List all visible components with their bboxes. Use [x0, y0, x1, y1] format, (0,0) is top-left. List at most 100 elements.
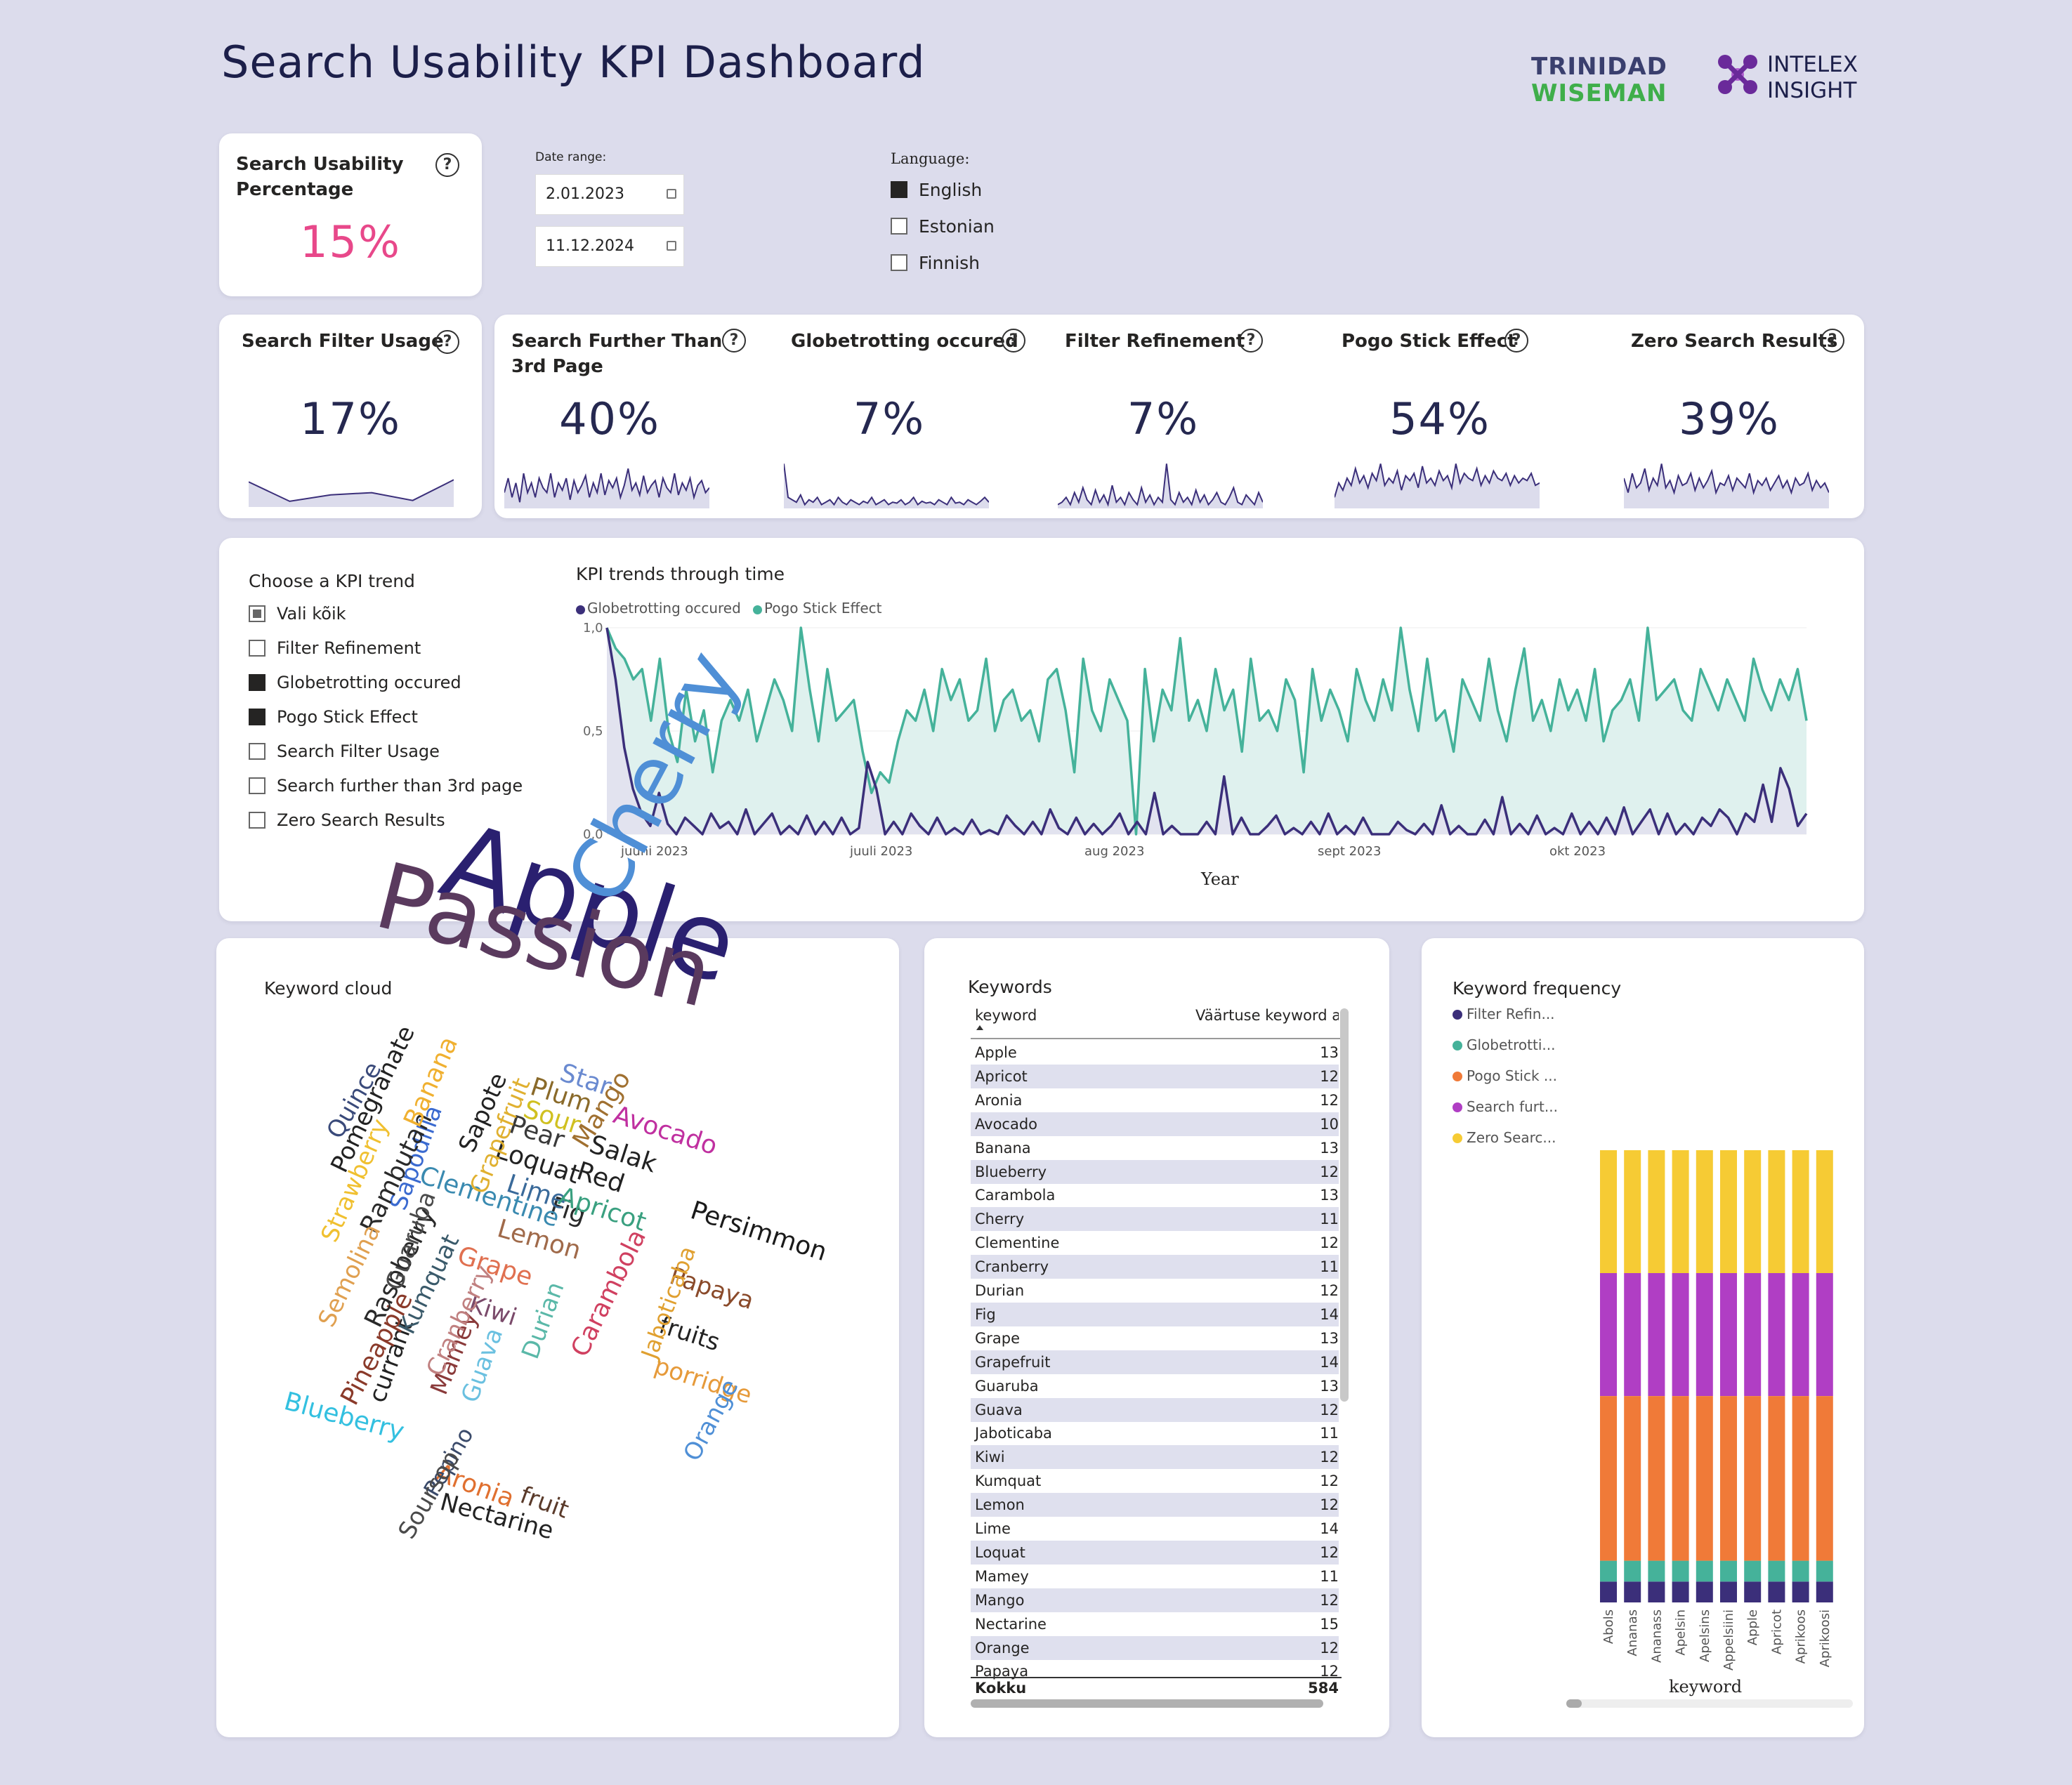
cloud-word[interactable]: porridge: [650, 1352, 756, 1410]
bar-segment[interactable]: [1744, 1560, 1762, 1582]
bar-segment[interactable]: [1768, 1560, 1785, 1582]
table-row[interactable]: Avocado 10: [971, 1112, 1339, 1136]
bar-segment[interactable]: [1648, 1150, 1665, 1273]
bar-segment[interactable]: [1648, 1560, 1665, 1582]
kpi-checkbox-0[interactable]: [249, 605, 265, 622]
bar-segment[interactable]: [1816, 1150, 1833, 1273]
bar-segment[interactable]: [1624, 1581, 1641, 1602]
table-row[interactable]: Blueberry 12: [971, 1159, 1339, 1184]
freq-scroll-track[interactable]: [1566, 1699, 1853, 1708]
language-checkbox-estonian[interactable]: [891, 218, 907, 235]
bar-segment[interactable]: [1816, 1396, 1833, 1561]
bar-segment[interactable]: [1672, 1396, 1689, 1561]
bar-segment[interactable]: [1816, 1273, 1833, 1396]
bar-segment[interactable]: [1600, 1560, 1617, 1582]
table-row[interactable]: Loquat 12: [971, 1540, 1339, 1565]
help-icon[interactable]: ?: [1002, 329, 1025, 353]
language-checkbox-english[interactable]: [891, 181, 907, 198]
help-icon[interactable]: ?: [722, 329, 746, 353]
bar-segment[interactable]: [1624, 1273, 1641, 1396]
table-row[interactable]: Lime 14: [971, 1517, 1339, 1541]
help-icon[interactable]: ?: [1504, 329, 1528, 353]
bar-segment[interactable]: [1696, 1581, 1713, 1602]
bar-segment[interactable]: [1600, 1396, 1617, 1561]
table-row[interactable]: Kiwi 12: [971, 1445, 1339, 1470]
bar-segment[interactable]: [1720, 1581, 1737, 1602]
bar-segment[interactable]: [1744, 1396, 1762, 1561]
bar-segment[interactable]: [1696, 1396, 1713, 1561]
table-row[interactable]: Guaruba 13: [971, 1374, 1339, 1398]
bar-segment[interactable]: [1672, 1581, 1689, 1602]
kpi-checkbox-3[interactable]: [249, 709, 265, 725]
bar-segment[interactable]: [1600, 1581, 1617, 1602]
table-row[interactable]: Nectarine 15: [971, 1612, 1339, 1636]
bar-segment[interactable]: [1720, 1396, 1737, 1561]
help-icon[interactable]: ?: [435, 330, 459, 354]
kpi-checkbox-1[interactable]: [249, 640, 265, 657]
bar-segment[interactable]: [1672, 1273, 1689, 1396]
bar-segment[interactable]: [1624, 1150, 1641, 1273]
table-row[interactable]: Grape 13: [971, 1326, 1339, 1350]
bar-segment[interactable]: [1600, 1150, 1617, 1273]
table-row[interactable]: Cherry 11: [971, 1207, 1339, 1232]
bar-segment[interactable]: [1720, 1273, 1737, 1396]
table-row[interactable]: Fig 14: [971, 1302, 1339, 1326]
freq-scroll-thumb[interactable]: [1566, 1699, 1582, 1708]
bar-segment[interactable]: [1624, 1396, 1641, 1561]
bar-segment[interactable]: [1672, 1150, 1689, 1273]
table-row[interactable]: Orange 12: [971, 1635, 1339, 1660]
bar-segment[interactable]: [1744, 1150, 1762, 1273]
table-row[interactable]: Clementine 12: [971, 1231, 1339, 1255]
col-value-header[interactable]: Väärtuse keyword ar: [1195, 1007, 1339, 1024]
bar-segment[interactable]: [1816, 1560, 1833, 1582]
help-icon[interactable]: ?: [1239, 329, 1263, 353]
bar-segment[interactable]: [1720, 1150, 1737, 1273]
bar-segment[interactable]: [1768, 1273, 1785, 1396]
bar-segment[interactable]: [1696, 1273, 1713, 1396]
table-row[interactable]: Aronia 12: [971, 1088, 1339, 1112]
calendar-icon[interactable]: [667, 241, 676, 251]
bar-segment[interactable]: [1672, 1560, 1689, 1582]
bar-segment[interactable]: [1792, 1150, 1809, 1273]
bar-segment[interactable]: [1624, 1560, 1641, 1582]
bar-segment[interactable]: [1600, 1273, 1617, 1396]
table-row[interactable]: Grapefruit 14: [971, 1350, 1339, 1374]
bar-segment[interactable]: [1768, 1150, 1785, 1273]
bar-segment[interactable]: [1792, 1396, 1809, 1561]
kpi-checkbox-5[interactable]: [249, 777, 265, 794]
date-end-input[interactable]: 11.12.2024: [535, 226, 684, 267]
sort-asc-icon[interactable]: [976, 1025, 983, 1030]
kpi-checkbox-6[interactable]: [249, 812, 265, 829]
table-vertical-scrollbar[interactable]: [1340, 1008, 1349, 1402]
bar-segment[interactable]: [1744, 1581, 1762, 1602]
table-row[interactable]: Guava 12: [971, 1397, 1339, 1422]
table-row[interactable]: Apple 13: [971, 1041, 1339, 1065]
table-row[interactable]: Lemon 12: [971, 1493, 1339, 1517]
table-horizontal-scrollbar[interactable]: [971, 1699, 1323, 1708]
bar-segment[interactable]: [1816, 1581, 1833, 1602]
table-row[interactable]: Mango 12: [971, 1588, 1339, 1612]
table-row[interactable]: Jaboticaba 11: [971, 1421, 1339, 1445]
kpi-checkbox-4[interactable]: [249, 743, 265, 760]
bar-segment[interactable]: [1648, 1273, 1665, 1396]
bar-segment[interactable]: [1768, 1396, 1785, 1561]
bar-segment[interactable]: [1696, 1560, 1713, 1582]
kpi-checkbox-2[interactable]: [249, 674, 265, 691]
bar-segment[interactable]: [1792, 1560, 1809, 1582]
table-row[interactable]: Kumquat 12: [971, 1469, 1339, 1493]
table-row[interactable]: Mamey 11: [971, 1565, 1339, 1588]
bar-segment[interactable]: [1744, 1273, 1762, 1396]
bar-segment[interactable]: [1648, 1581, 1665, 1602]
date-start-input[interactable]: 2.01.2023: [535, 174, 684, 215]
bar-segment[interactable]: [1768, 1581, 1785, 1602]
bar-segment[interactable]: [1720, 1560, 1737, 1582]
help-icon[interactable]: ?: [1821, 329, 1844, 353]
help-icon[interactable]: ?: [435, 153, 459, 177]
table-row[interactable]: Durian 12: [971, 1279, 1339, 1303]
bar-segment[interactable]: [1792, 1273, 1809, 1396]
table-row[interactable]: Banana 13: [971, 1136, 1339, 1160]
table-row[interactable]: Carambola 13: [971, 1183, 1339, 1207]
col-keyword-header[interactable]: keyword: [975, 1007, 1037, 1024]
table-row[interactable]: Cranberry 11: [971, 1255, 1339, 1279]
bar-segment[interactable]: [1648, 1396, 1665, 1561]
